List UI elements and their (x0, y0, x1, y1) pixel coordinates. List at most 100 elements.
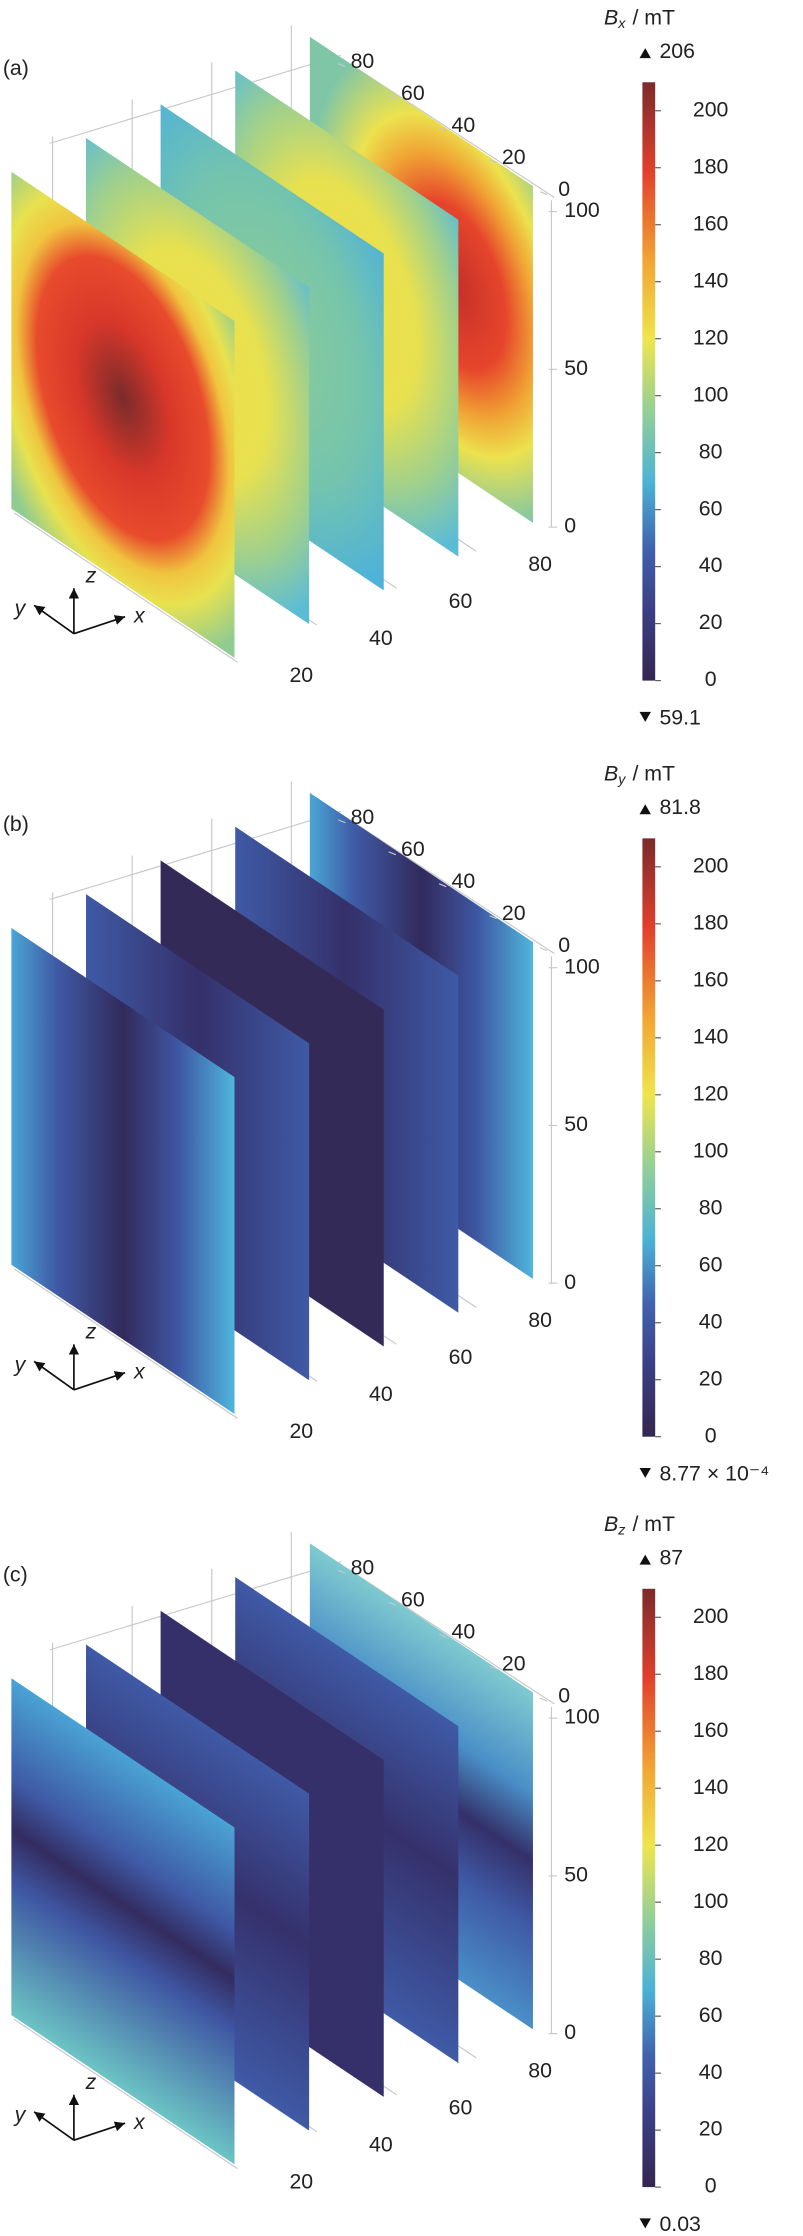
colorbar-tick-label: 80 (699, 1195, 723, 1219)
y-tick-label: 20 (502, 145, 526, 169)
triad-label: z (85, 563, 97, 587)
colorbar-symbol: B (604, 1511, 618, 1535)
colorbar-tick-label: 120 (693, 325, 729, 349)
colorbar-tick-label: 160 (693, 211, 729, 235)
x-tick-label: 20 (289, 2169, 313, 2193)
triad-axis (33, 2111, 75, 2141)
tick-mark (539, 1697, 548, 1702)
colorbar-title: Bx / mT (604, 5, 675, 32)
colorbar-tick-label: 200 (693, 1604, 729, 1628)
x-tick-label: 40 (369, 2133, 393, 2157)
tick-mark (338, 1569, 346, 1574)
z-tick-label: 0 (564, 514, 576, 538)
triad-axis (33, 604, 75, 635)
colorbar-tick-label: 160 (693, 967, 729, 991)
colorbar (642, 82, 656, 681)
tick-mark (438, 127, 447, 132)
tick-mark (539, 191, 548, 196)
y-tick-label: 40 (451, 869, 475, 893)
colorbar-unit: / mT (632, 5, 675, 29)
x-tick-label: 20 (289, 663, 313, 687)
colorbar-tick-label: 40 (699, 2060, 723, 2084)
colorbar-tick-label: 200 (693, 853, 729, 877)
x-tick-label: 80 (528, 552, 552, 576)
z-tick-label: 100 (564, 1705, 600, 1729)
colorbar-tick-label: 40 (699, 553, 723, 577)
colorbar-max: 87 (659, 1546, 683, 1570)
x-tick-label: 80 (528, 1308, 552, 1332)
tick-mark (438, 1633, 447, 1638)
x-tick-label: 60 (449, 2096, 473, 2120)
triad-axis (73, 2121, 126, 2142)
y-tick-label: 0 (558, 1683, 570, 1707)
panel-label: (a) (3, 56, 29, 80)
field-slice (11, 1678, 235, 2165)
colorbar-symbol: B (604, 5, 618, 29)
max-marker (639, 804, 651, 815)
axis-line (49, 810, 342, 901)
colorbar-subscript: z (617, 1522, 625, 1538)
min-marker (639, 1467, 651, 1478)
field-slice (11, 927, 235, 1414)
slice-surface (11, 1678, 235, 2165)
max-marker (639, 1554, 651, 1565)
grid-line (13, 2018, 238, 2170)
z-tick-label: 50 (564, 1112, 588, 1136)
colorbar-tick-label: 140 (693, 1775, 729, 1799)
triad-axis (73, 615, 126, 635)
x-tick-label: 80 (528, 2059, 552, 2083)
x-tick-label: 20 (289, 1419, 313, 1443)
slice-surface (11, 927, 235, 1414)
panel-label: (c) (3, 1563, 28, 1587)
colorbar (642, 1588, 656, 2188)
x-tick-label: 40 (369, 626, 393, 650)
axis-line (340, 1564, 555, 1705)
y-tick-label: 0 (558, 177, 570, 201)
y-tick-label: 80 (351, 1556, 375, 1580)
x-tick-label: 40 (369, 1382, 393, 1406)
panel: 0 50 100 20 40 60 80 0 20 40 60 80 (b) z y x 0 20 40 60 80 10… (3, 761, 769, 1486)
tick-mark (388, 95, 397, 100)
colorbar-min: 8.77 × 10⁻⁴ (659, 1462, 769, 1486)
colorbar-tick-label: 40 (699, 1309, 723, 1333)
y-tick-label: 80 (351, 805, 375, 829)
grid-line (13, 512, 238, 663)
triad-axis (73, 1371, 126, 1391)
colorbar-tick-label: 180 (693, 910, 729, 934)
tick-mark (388, 851, 397, 856)
z-tick-label: 100 (564, 954, 600, 978)
tick-mark (338, 63, 346, 68)
colorbar-tick-label: 200 (693, 97, 729, 121)
triad-label: z (85, 2070, 97, 2094)
colorbar-tick-label: 80 (699, 1946, 723, 1970)
colorbar-tick-label: 20 (699, 610, 723, 634)
colorbar-subscript: y (617, 772, 626, 788)
y-tick-label: 0 (558, 933, 570, 957)
z-tick-label: 50 (564, 1862, 588, 1886)
grid-line (13, 1268, 238, 1419)
colorbar-tick-label: 140 (693, 1024, 729, 1048)
triad-label: y (13, 596, 27, 620)
y-tick-label: 80 (351, 49, 375, 73)
panel: 0 50 100 20 40 60 80 0 20 40 60 80 (c) z y x 0 20 40 60 80 10… (3, 1511, 729, 2236)
axis-line (49, 1561, 342, 1651)
min-marker (639, 711, 651, 722)
colorbar-tick-label: 160 (693, 1718, 729, 1742)
tick-mark (539, 947, 548, 952)
colorbar-tick-label: 100 (693, 382, 729, 406)
colorbar-min: 0.03 (659, 2212, 700, 2231)
x-tick-label: 60 (449, 1345, 473, 1369)
z-tick-label: 50 (564, 356, 588, 380)
y-tick-label: 60 (401, 81, 425, 105)
triad-label: y (13, 1352, 27, 1376)
colorbar-tick-label: 100 (693, 1138, 729, 1162)
colorbar-tick-label: 0 (705, 2174, 717, 2198)
colorbar (642, 838, 656, 1437)
y-tick-label: 20 (502, 901, 526, 925)
axis-line (340, 813, 555, 954)
min-marker (639, 2218, 651, 2229)
colorbar-tick-label: 0 (705, 667, 717, 691)
axis-line (49, 54, 342, 144)
